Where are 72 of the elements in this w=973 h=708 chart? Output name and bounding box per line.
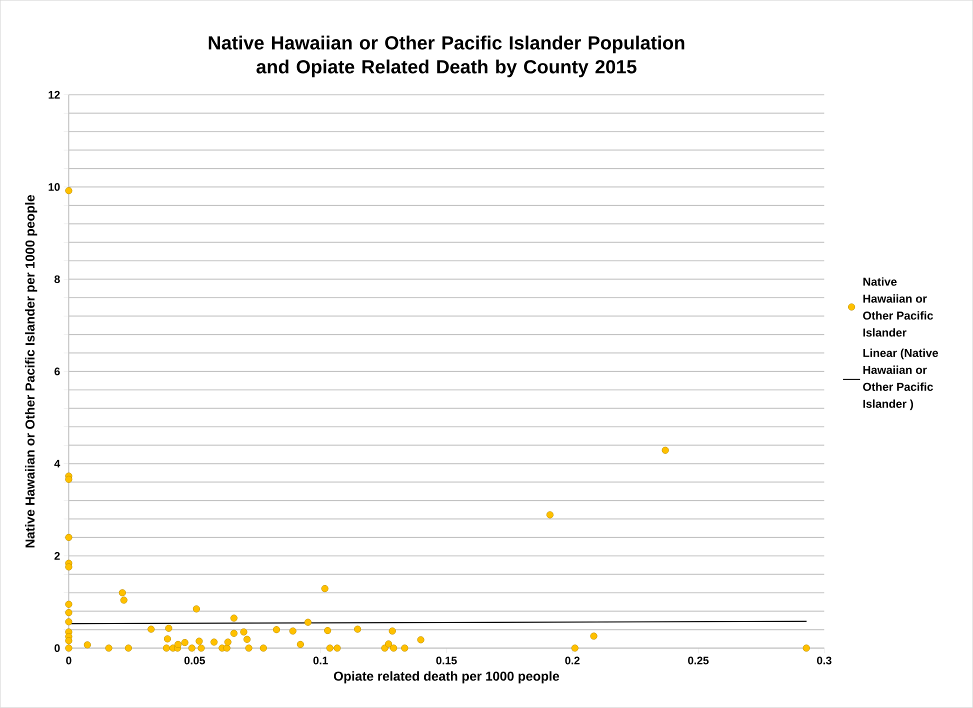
point: [224, 638, 232, 646]
y-tick-label: 8: [54, 275, 60, 284]
point: [324, 627, 332, 634]
x-tick-label: 0.2: [565, 656, 580, 664]
point: [65, 476, 72, 483]
point: [802, 644, 810, 652]
x-tick-label: 0.05: [184, 656, 206, 664]
point: [165, 624, 172, 632]
point: [417, 636, 424, 644]
point: [381, 644, 388, 652]
y-tick-label: 6: [54, 368, 60, 376]
point: [196, 638, 203, 645]
point: [65, 534, 72, 542]
point: [296, 640, 304, 648]
point: [223, 644, 230, 652]
chart-title: Native Hawaiian or Other Pacific Islander Population and Opiate Related Death by County 2015: [208, 36, 684, 78]
x-tick-label: 0.25: [688, 656, 709, 664]
point: [181, 639, 188, 646]
x-tick-label: 0: [66, 656, 72, 664]
point: [65, 637, 72, 644]
point: [230, 630, 238, 637]
point: [65, 644, 72, 652]
point: [240, 628, 248, 636]
point: [210, 638, 218, 646]
point: [662, 446, 669, 454]
point: [354, 626, 362, 633]
y-tick-label: 4: [54, 460, 60, 468]
point: [590, 632, 598, 640]
point: [198, 644, 205, 652]
y-tick-label: 10: [48, 183, 60, 191]
point: [260, 644, 267, 652]
point: [326, 644, 334, 652]
point: [334, 644, 341, 652]
x-tick-label: 0.1: [313, 656, 328, 664]
point: [272, 626, 280, 634]
point: [546, 511, 554, 518]
y-axis-title: Native Hawaiian or Other Pacific Islander per 1000 people: [25, 195, 38, 548]
point: [65, 618, 72, 626]
point: [289, 628, 296, 635]
point: [401, 644, 408, 652]
point: [120, 596, 128, 604]
point: [385, 640, 392, 648]
point: [304, 618, 312, 626]
legend-label: Native Hawaiian or Other Pacific Islander: [863, 277, 934, 337]
point: [192, 605, 200, 613]
point: [174, 640, 182, 648]
x-tick-label: 0.3: [817, 656, 832, 664]
point: [321, 585, 328, 592]
point: [188, 644, 196, 652]
y-tick-label: 12: [48, 91, 60, 99]
point: [164, 635, 172, 642]
point: [148, 626, 155, 633]
point: [118, 589, 126, 596]
point: [65, 563, 72, 571]
point: [65, 187, 72, 194]
point: [243, 636, 251, 643]
point: [84, 641, 91, 648]
point: [388, 628, 396, 635]
point: [571, 644, 578, 652]
point: [162, 644, 170, 652]
x-tick-label: 0.15: [436, 656, 457, 664]
y-tick-label: 0: [54, 644, 60, 652]
point: [230, 614, 238, 622]
point: [390, 644, 398, 652]
legend-label: Linear (Native Hawaiian or Other Pacific Islander ): [863, 348, 938, 410]
point: [105, 644, 112, 652]
point: [65, 609, 72, 616]
point: [245, 644, 252, 652]
x-axis-title: Opiate related death per 1000 people: [334, 671, 560, 684]
point: [65, 600, 72, 608]
point: [124, 644, 132, 652]
y-tick-label: 2: [54, 552, 60, 560]
